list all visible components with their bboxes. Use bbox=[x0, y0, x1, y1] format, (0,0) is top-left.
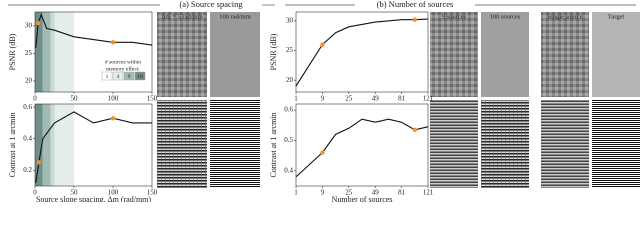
x-tick-label: 49 bbox=[372, 95, 380, 103]
highlight-point bbox=[36, 160, 42, 165]
legend-swatch bbox=[101, 71, 113, 81]
image-label: Single source bbox=[547, 13, 582, 20]
x-tick-label: 100 bbox=[108, 95, 119, 103]
image bbox=[210, 12, 260, 97]
highlight-point bbox=[412, 127, 417, 133]
image-label: Δm = 5 rad/mm bbox=[161, 13, 202, 20]
legend-label: 16 bbox=[137, 74, 143, 80]
legend-label: 4 bbox=[117, 74, 120, 80]
x-tick-label: 50 bbox=[71, 95, 79, 103]
y-tick-label: 0.4 bbox=[23, 134, 32, 142]
y-tick-label: 0.6 bbox=[284, 106, 293, 114]
x-tick-label: 50 bbox=[71, 189, 79, 197]
x-axis-label: Number of sources bbox=[332, 195, 393, 202]
image bbox=[541, 12, 589, 97]
image bbox=[157, 100, 207, 188]
highlight-point bbox=[412, 17, 417, 22]
y-axis-label: PSNR (dB) bbox=[269, 33, 278, 70]
plot-frame bbox=[295, 11, 429, 93]
y-axis-label: Contrast at 1 arcmin bbox=[8, 112, 17, 177]
legend-swatch bbox=[134, 71, 146, 81]
shaded-region bbox=[35, 104, 43, 186]
image bbox=[430, 12, 478, 97]
image-label: 100 rad/mm bbox=[219, 13, 251, 20]
figure: (a) Source spacing (b) Number of sources… bbox=[8, 0, 640, 204]
x-tick-label: 150 bbox=[147, 189, 158, 197]
y-tick-label: 0.5 bbox=[284, 136, 293, 144]
highlight-point bbox=[35, 20, 41, 26]
image bbox=[481, 12, 529, 97]
x-tick-label: 150 bbox=[147, 95, 158, 103]
plot-frame bbox=[34, 103, 153, 187]
image-label: 9 sources bbox=[442, 13, 467, 20]
legend-label: 1 bbox=[106, 74, 109, 80]
shaded-region bbox=[50, 104, 55, 186]
image bbox=[430, 100, 478, 188]
x-axis-label: Source slope spacing, Δm (rad/mm) bbox=[36, 195, 151, 202]
highlight-point bbox=[320, 150, 325, 155]
y-tick-label: 20 bbox=[25, 77, 33, 85]
y-tick-label: 0.4 bbox=[284, 166, 293, 174]
image bbox=[592, 100, 640, 188]
shaded-region bbox=[50, 12, 55, 92]
x-tick-label: 0 bbox=[33, 95, 37, 103]
x-tick-label: 1 bbox=[294, 95, 298, 103]
x-tick-label: 9 bbox=[321, 189, 325, 197]
x-tick-label: 81 bbox=[398, 95, 406, 103]
plot-frame bbox=[295, 103, 429, 187]
highlight-point bbox=[110, 115, 116, 121]
y-tick-label: 25 bbox=[25, 49, 33, 57]
x-tick-label: 49 bbox=[372, 189, 380, 197]
y-tick-label: 0.2 bbox=[23, 166, 32, 174]
panel-title: (a) Source spacing bbox=[179, 0, 243, 9]
legend-title: memory effect: bbox=[106, 65, 140, 72]
x-tick-label: 81 bbox=[398, 189, 406, 197]
x-tick-label: 25 bbox=[345, 189, 353, 197]
shaded-region bbox=[42, 104, 51, 186]
image bbox=[481, 100, 529, 188]
y-tick-label: 0.6 bbox=[23, 103, 32, 111]
x-tick-label: 25 bbox=[345, 95, 353, 103]
x-tick-label: 121 bbox=[423, 95, 434, 103]
x-tick-label: 1 bbox=[294, 189, 298, 197]
image-label: Target bbox=[608, 13, 625, 20]
highlight-point bbox=[110, 40, 116, 45]
image bbox=[210, 100, 260, 188]
image bbox=[541, 100, 589, 188]
x-tick-label: 0 bbox=[33, 189, 37, 197]
shaded-region bbox=[54, 12, 74, 92]
legend-swatch bbox=[123, 71, 135, 81]
y-axis-label: PSNR (dB) bbox=[8, 33, 17, 70]
highlight-point bbox=[320, 42, 325, 47]
y-tick-label: 30 bbox=[286, 16, 294, 24]
image-label: 100 sources bbox=[490, 13, 521, 20]
y-tick-label: 20 bbox=[286, 76, 294, 84]
x-tick-label: 100 bbox=[108, 189, 119, 197]
shaded-region bbox=[42, 12, 51, 92]
y-tick-label: 25 bbox=[286, 46, 294, 54]
data-line bbox=[295, 118, 429, 178]
image bbox=[157, 12, 207, 97]
data-line bbox=[35, 13, 153, 48]
y-tick-label: 30 bbox=[25, 21, 33, 29]
x-tick-label: 121 bbox=[423, 189, 434, 197]
shaded-region bbox=[54, 104, 74, 186]
image bbox=[592, 12, 640, 97]
legend-title: # sources within bbox=[105, 59, 141, 65]
legend-swatch bbox=[112, 71, 124, 81]
plot-frame bbox=[34, 11, 153, 93]
data-line bbox=[295, 18, 429, 87]
panel-title: (b) Number of sources bbox=[377, 0, 454, 9]
shaded-region bbox=[35, 12, 43, 92]
y-axis-label: Contrast at 1 arcmin bbox=[269, 112, 278, 177]
data-line bbox=[35, 111, 152, 183]
legend-label: 9 bbox=[128, 74, 131, 80]
x-tick-label: 9 bbox=[321, 95, 325, 103]
